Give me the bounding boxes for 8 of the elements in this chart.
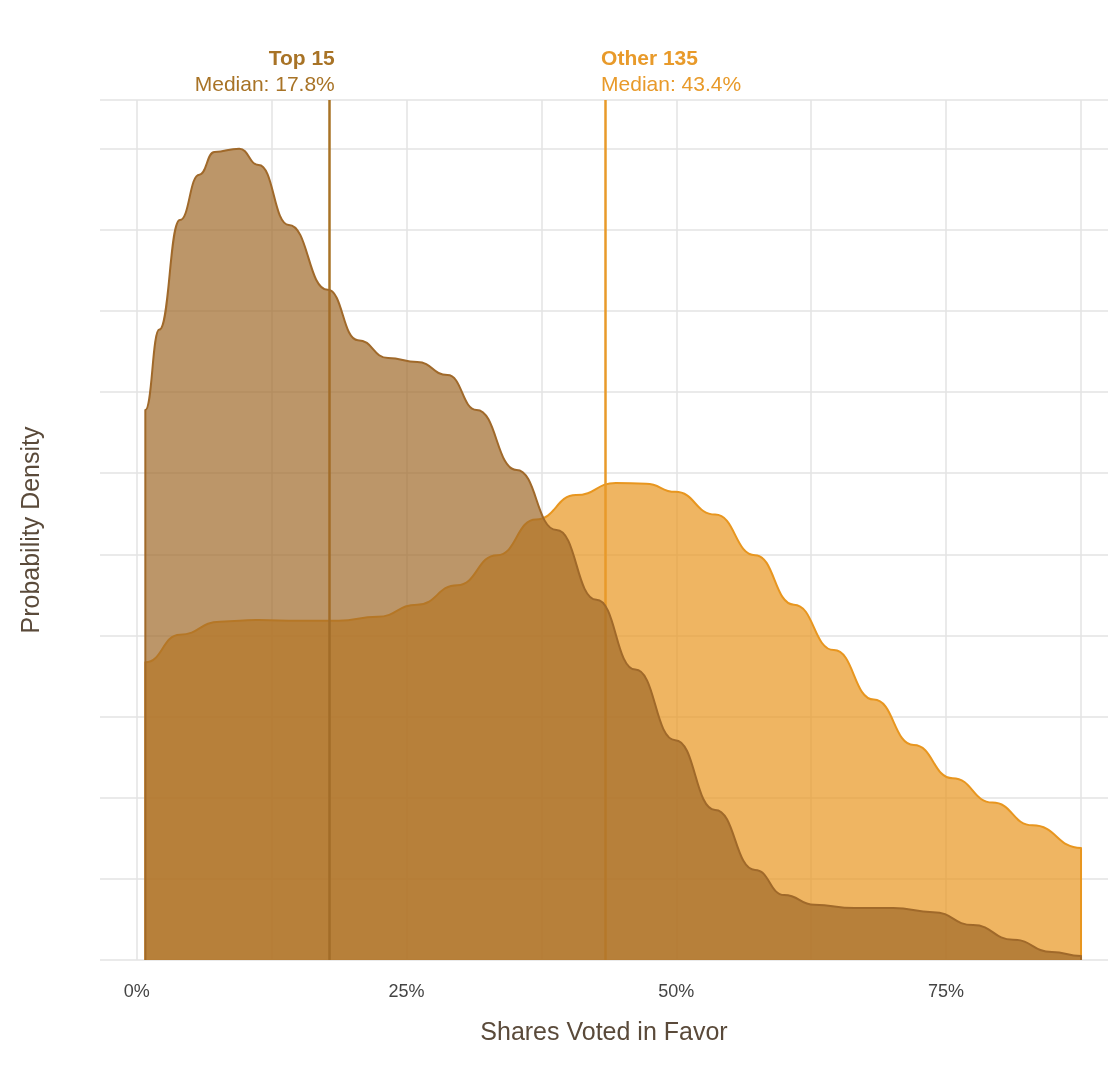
x-tick-label: 25% (388, 981, 425, 1001)
ref-line-label: Other 135 Median: 43.4% (601, 45, 742, 95)
x-axis-title: Shares Voted in Favor (480, 1016, 728, 1045)
x-tick-label: 50% (658, 981, 695, 1001)
x-tick-label: 0% (123, 981, 150, 1001)
ref-line-label: Top 15 Median: 17.8% (194, 45, 336, 95)
x-tick-label: 75% (928, 981, 965, 1001)
y-axis-title: Probability Density (15, 425, 44, 634)
